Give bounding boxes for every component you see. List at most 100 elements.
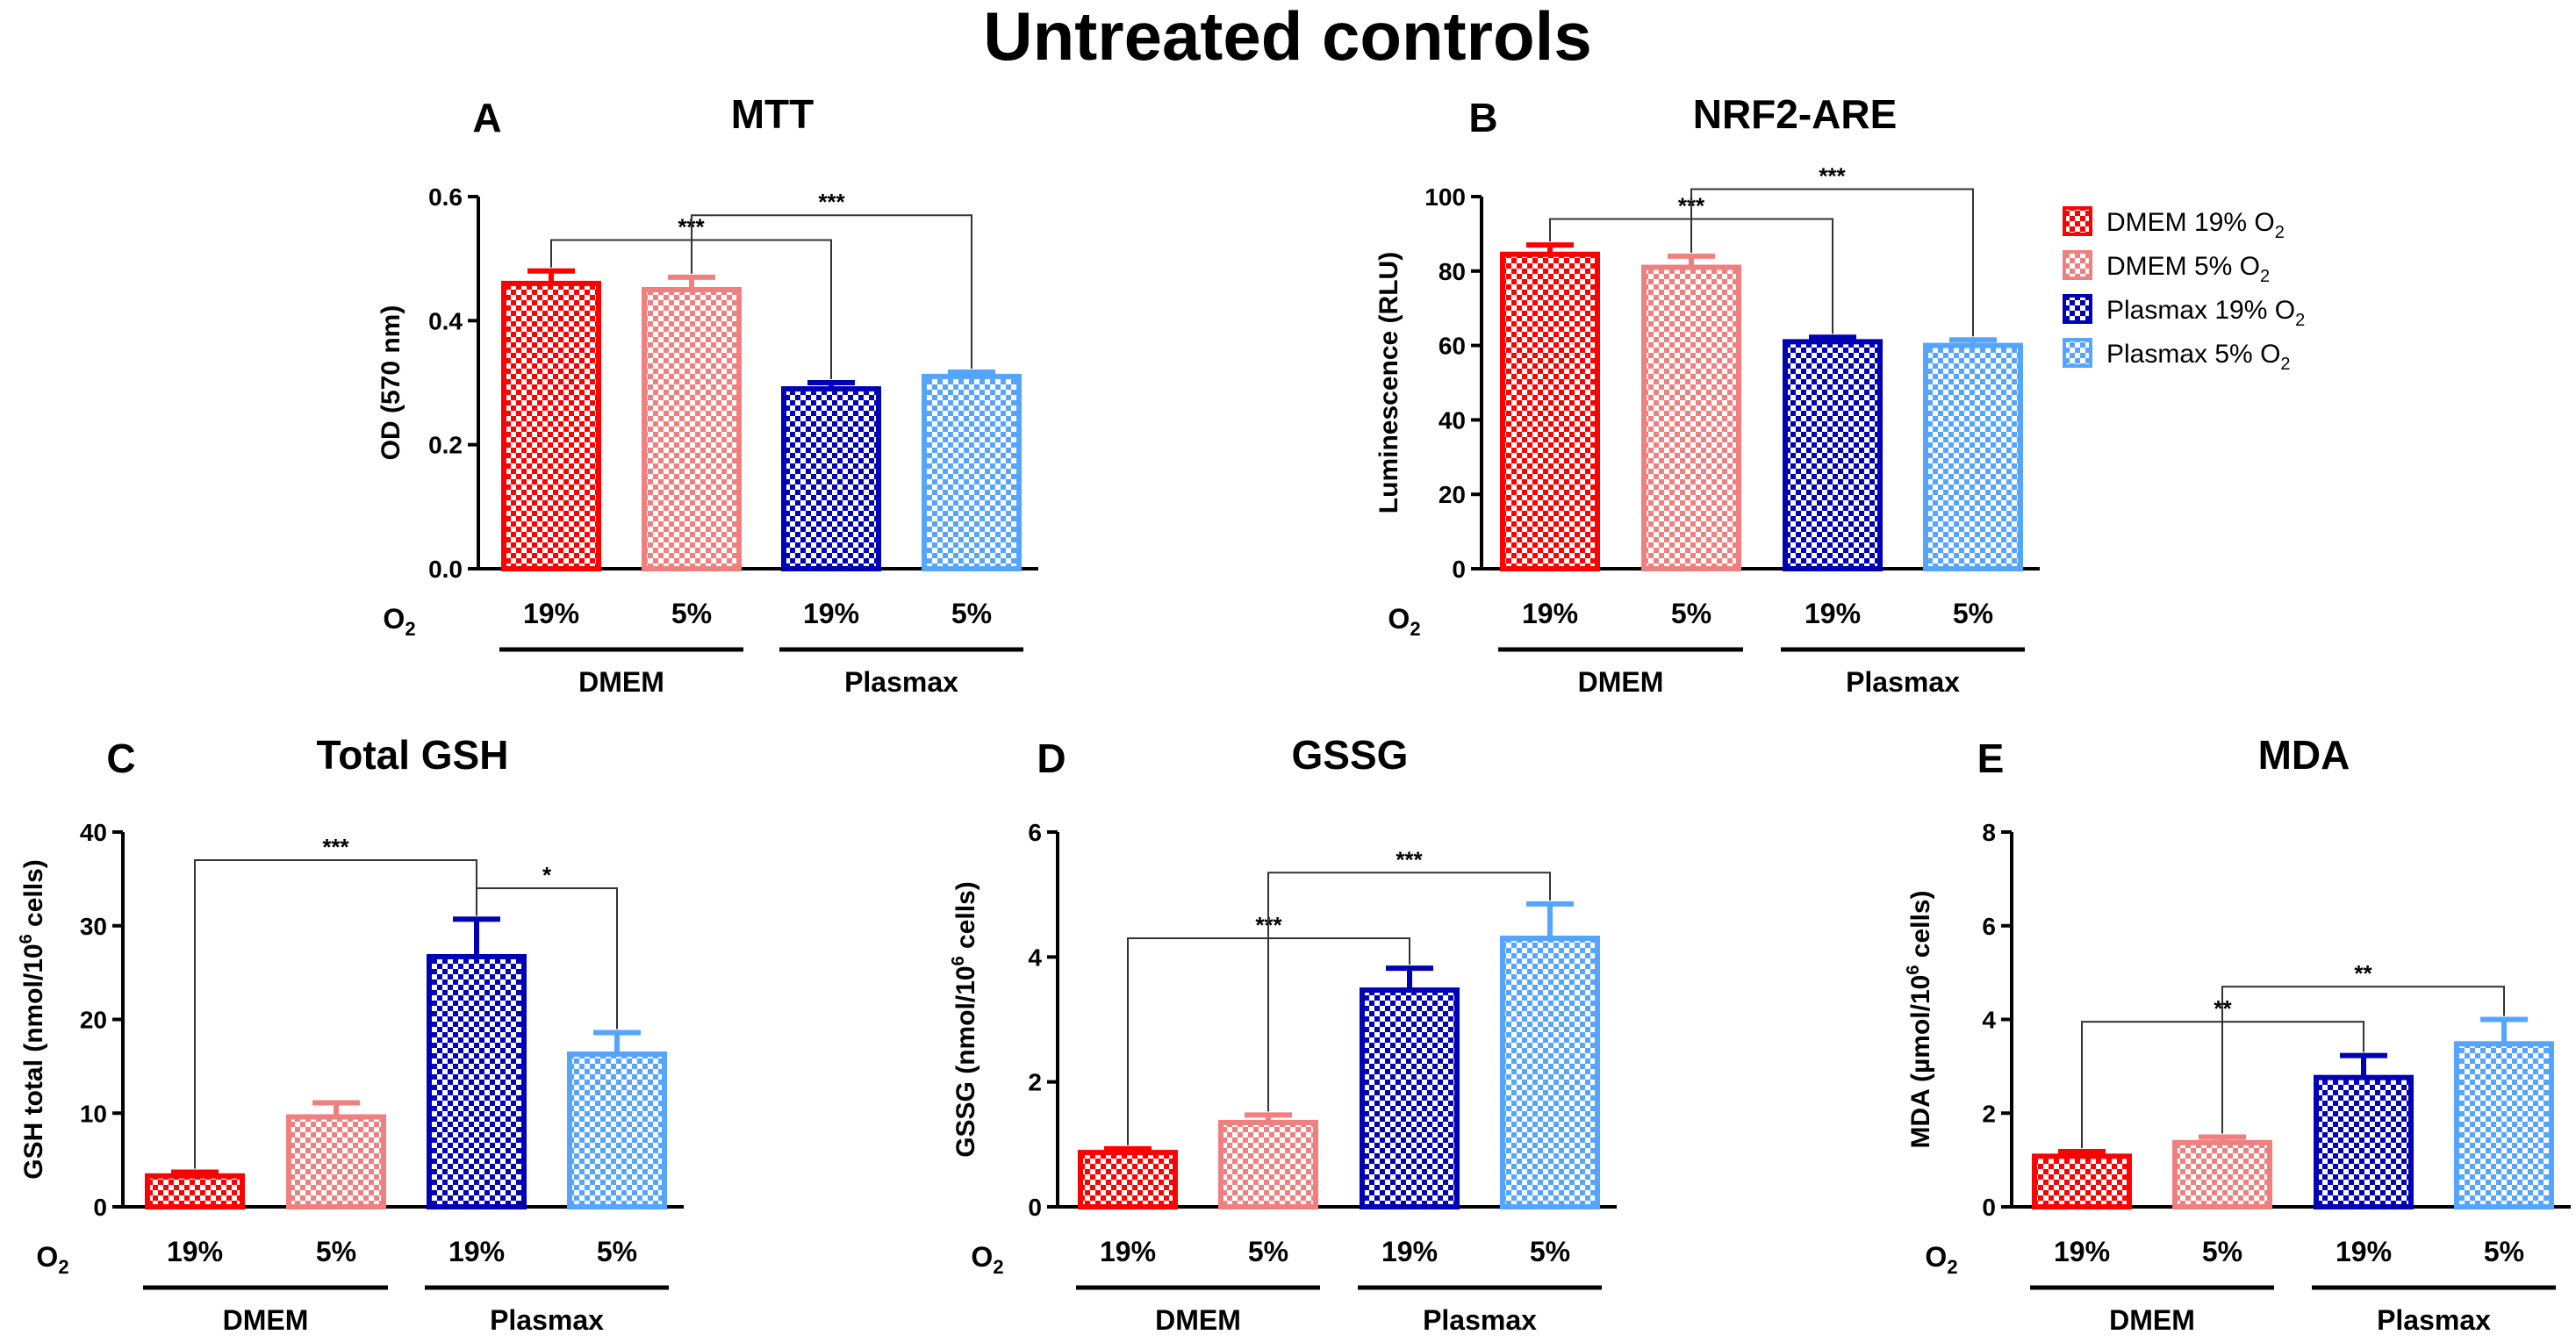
y-tick-label: 2 — [1028, 1069, 1042, 1096]
chart-panel-e: E MDA 0 2 4 6 8 MDA (µmol/106 cells) 19% 5% 19% 5% O… — [1904, 732, 2571, 1336]
significance-label: *** — [1396, 846, 1423, 872]
y-tick-label: 0 — [1452, 556, 1466, 583]
bar-c-2 — [427, 953, 527, 1210]
legend-swatch — [2063, 206, 2092, 236]
bar-b-0 — [1500, 251, 1600, 571]
y-tick-label: 0.0 — [428, 556, 463, 583]
x-tick-label: 5% — [1953, 598, 1993, 629]
y-tick-label: 10 — [80, 1100, 107, 1127]
x-tick-label: 19% — [1100, 1236, 1156, 1267]
x-tick-label: 5% — [951, 598, 992, 629]
y-tick-label: 4 — [1028, 944, 1042, 971]
group-label: Plasmax — [844, 666, 958, 698]
y-tick-label: 40 — [1439, 406, 1466, 434]
x-prefix-label: O2 — [1925, 1241, 1957, 1278]
significance-label: ** — [2354, 960, 2372, 987]
legend: DMEM 19% O2 DMEM 5% O2 Plasmax 19% O2 Plasm… — [2063, 206, 2305, 374]
chart-panel-d: D GSSG 0 2 4 6 GSSG (nmol/106 cells) 19% 5% 19% 5%… — [949, 732, 1617, 1336]
group-label: DMEM — [1578, 666, 1664, 698]
y-tick-label: 60 — [1439, 333, 1466, 360]
y-tick-label: 2 — [1982, 1100, 1996, 1127]
legend-label: DMEM 19% O2 — [2106, 208, 2285, 242]
bar-e-1 — [2172, 1139, 2272, 1209]
bar-d-3 — [1500, 935, 1600, 1209]
y-tick-label: 20 — [80, 1007, 107, 1034]
significance-bracket — [1690, 188, 1974, 337]
bar-a-1 — [642, 287, 742, 571]
y-tick-label: 80 — [1439, 258, 1466, 285]
x-prefix-label: O2 — [36, 1241, 68, 1278]
panel-letter: A — [472, 95, 501, 140]
y-axis-label: GSSG (nmol/106 cells) — [949, 881, 980, 1158]
y-axis-label: GSH total (nmol/106 cells) — [17, 859, 48, 1180]
bar-d-2 — [1360, 987, 1460, 1209]
y-tick-label: 6 — [1028, 819, 1042, 846]
bar-e-2 — [2314, 1074, 2414, 1210]
x-prefix-label: O2 — [971, 1241, 1003, 1278]
panel-letter: D — [1037, 736, 1066, 781]
bar-c-3 — [567, 1051, 667, 1210]
y-tick-label: 6 — [1982, 913, 1996, 940]
y-tick-label: 0 — [93, 1194, 107, 1221]
bar-a-2 — [781, 386, 881, 572]
x-tick-label: 5% — [671, 598, 712, 629]
group-label: DMEM — [2109, 1304, 2195, 1336]
group-label: Plasmax — [1423, 1304, 1537, 1336]
x-tick-label: 19% — [1522, 598, 1578, 629]
panel-letter: E — [1977, 736, 2005, 781]
significance-label: *** — [322, 834, 349, 860]
significance-bracket — [691, 214, 972, 369]
bar-e-3 — [2454, 1041, 2554, 1209]
panel-letter: B — [1468, 95, 1497, 140]
significance-bracket — [2221, 986, 2505, 1134]
significance-label: * — [542, 862, 552, 888]
x-tick-label: 5% — [1530, 1236, 1570, 1267]
y-tick-label: 8 — [1982, 819, 1996, 846]
chart-title: GSSG — [1292, 732, 1409, 778]
group-label: Plasmax — [490, 1304, 604, 1336]
x-tick-label: 19% — [448, 1236, 505, 1267]
chart-title: NRF2-ARE — [1693, 91, 1898, 137]
bar-c-0 — [145, 1173, 245, 1209]
legend-label: Plasmax 5% O2 — [2106, 340, 2291, 374]
group-label: DMEM — [578, 666, 664, 698]
bar-c-1 — [286, 1114, 386, 1210]
chart-title: Total GSH — [317, 732, 509, 778]
x-tick-label: 19% — [1805, 598, 1861, 629]
legend-swatch — [2063, 294, 2092, 324]
y-axis-label: Luminescence (RLU) — [1374, 252, 1403, 513]
bar-a-0 — [501, 280, 601, 571]
x-tick-label: 19% — [803, 598, 859, 629]
y-axis-label: OD (570 nm) — [377, 305, 405, 461]
x-tick-label: 19% — [2054, 1236, 2110, 1267]
legend-label: Plasmax 19% O2 — [2106, 296, 2305, 330]
bar-b-1 — [1641, 264, 1741, 571]
legend-swatch — [2063, 338, 2092, 368]
y-tick-label: 40 — [80, 819, 107, 846]
chart-panel-c: C Total GSH 0 10 20 30 40 GSH total (nmol/106 c… — [17, 732, 684, 1336]
group-label: DMEM — [1155, 1304, 1241, 1336]
x-prefix-label: O2 — [383, 603, 415, 640]
bar-e-0 — [2032, 1153, 2132, 1209]
y-tick-label: 100 — [1424, 183, 1466, 211]
chart-title: MDA — [2258, 732, 2350, 778]
chart-title: MTT — [731, 91, 814, 137]
x-tick-label: 19% — [167, 1236, 223, 1267]
group-label: Plasmax — [1846, 666, 1960, 698]
chart-panel-b: B NRF2-ARE 0 20 40 60 80 100 Luminescence (RLU) 1… — [1374, 91, 2040, 698]
x-tick-label: 5% — [2202, 1236, 2242, 1267]
x-tick-label: 19% — [2336, 1236, 2392, 1267]
x-tick-label: 5% — [597, 1236, 637, 1267]
y-tick-label: 30 — [80, 913, 107, 940]
y-axis-label: MDA (µmol/106 cells) — [1904, 890, 1935, 1148]
bar-b-3 — [1923, 342, 2023, 571]
bar-b-2 — [1783, 339, 1883, 571]
y-tick-label: 20 — [1439, 481, 1466, 508]
figure-title: Untreated controls — [983, 0, 1591, 75]
bar-d-0 — [1078, 1150, 1178, 1209]
x-tick-label: 5% — [1671, 598, 1711, 629]
x-tick-label: 5% — [2484, 1236, 2524, 1267]
group-label: DMEM — [223, 1304, 309, 1336]
x-tick-label: 5% — [316, 1236, 356, 1267]
